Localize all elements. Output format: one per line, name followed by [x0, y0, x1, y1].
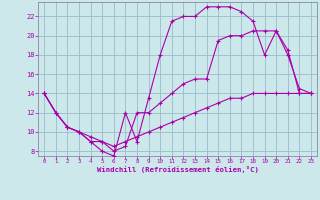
X-axis label: Windchill (Refroidissement éolien,°C): Windchill (Refroidissement éolien,°C)	[97, 166, 259, 173]
